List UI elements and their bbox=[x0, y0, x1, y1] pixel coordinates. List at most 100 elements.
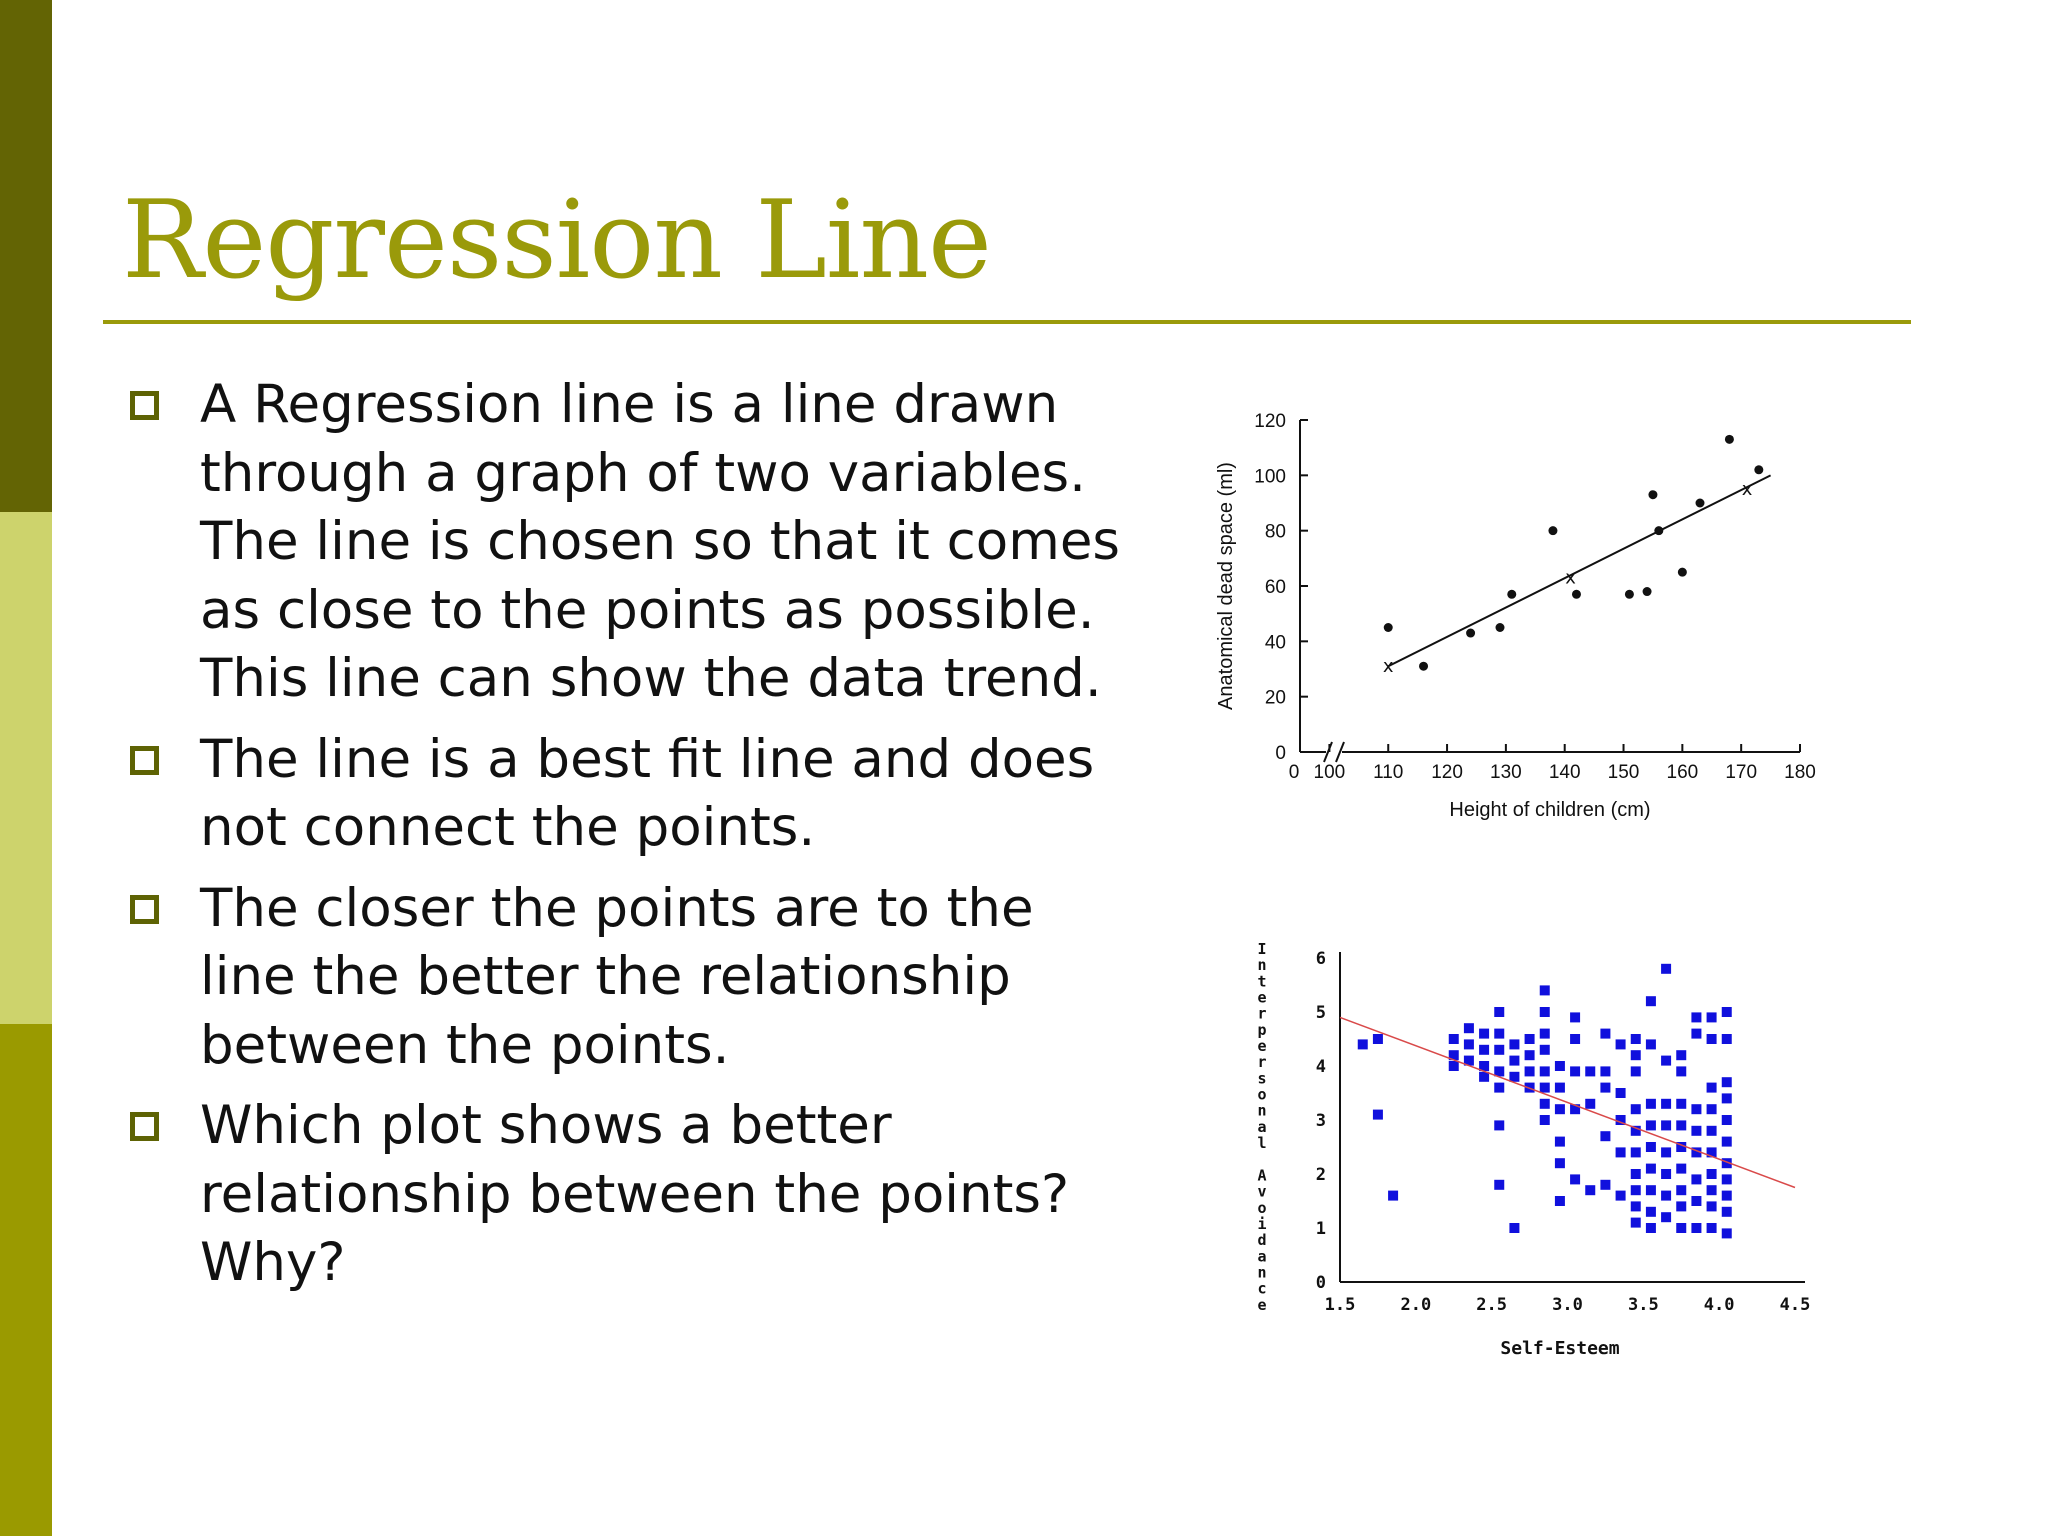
y-axis-label-char: e bbox=[1257, 1296, 1266, 1314]
data-point bbox=[1721, 1190, 1732, 1201]
data-point bbox=[1676, 1098, 1687, 1109]
data-point bbox=[1494, 1179, 1505, 1190]
x-tick-label: 140 bbox=[1549, 762, 1581, 783]
data-point bbox=[1524, 1034, 1535, 1044]
x-tick-label: 100 bbox=[1314, 762, 1346, 783]
data-point bbox=[1507, 589, 1517, 599]
y-axis-label-char: r bbox=[1257, 1005, 1266, 1023]
data-point bbox=[1721, 1077, 1732, 1088]
data-point bbox=[1630, 1104, 1641, 1115]
data-point bbox=[1630, 1185, 1641, 1196]
data-point bbox=[1554, 1136, 1565, 1147]
data-point bbox=[1509, 1071, 1520, 1082]
data-point bbox=[1706, 1034, 1717, 1044]
data-point bbox=[1661, 1169, 1672, 1179]
square-bullet-icon bbox=[130, 391, 159, 420]
data-point bbox=[1524, 1050, 1535, 1061]
data-point bbox=[1661, 963, 1672, 974]
bullet-item: The closer the points are to the line th… bbox=[130, 875, 1130, 1081]
y-axis-label-char: e bbox=[1257, 989, 1266, 1007]
data-point bbox=[1706, 1185, 1717, 1196]
data-point bbox=[1645, 1120, 1656, 1131]
data-point bbox=[1554, 1082, 1565, 1093]
bullet-text: A Regression line is a line drawn throug… bbox=[200, 374, 1121, 709]
square-bullet-icon bbox=[130, 1112, 159, 1141]
data-point bbox=[1494, 1007, 1505, 1017]
data-point bbox=[1645, 1185, 1656, 1196]
data-point bbox=[1645, 1163, 1656, 1174]
data-point bbox=[1661, 1055, 1672, 1066]
y-axis-label-char: n bbox=[1257, 956, 1266, 974]
data-point bbox=[1630, 1147, 1641, 1158]
data-point bbox=[1721, 1093, 1732, 1104]
data-point bbox=[1706, 1125, 1717, 1136]
data-point bbox=[1539, 1066, 1550, 1077]
data-point bbox=[1691, 1012, 1702, 1023]
y-tick-label: 2 bbox=[1316, 1165, 1326, 1185]
bullet-text: The line is a best fit line and does not… bbox=[200, 728, 1095, 859]
y-axis-label-char: l bbox=[1257, 1134, 1266, 1152]
bullet-text: The closer the points are to the line th… bbox=[200, 877, 1034, 1076]
data-point bbox=[1600, 1179, 1611, 1190]
x-tick-label: 4.0 bbox=[1704, 1295, 1735, 1315]
data-point bbox=[1615, 1039, 1626, 1050]
data-point bbox=[1676, 1185, 1687, 1196]
data-point bbox=[1509, 1055, 1520, 1066]
data-point bbox=[1539, 985, 1550, 996]
data-point bbox=[1448, 1034, 1459, 1044]
x-axis-label: Self-Esteem bbox=[1500, 1338, 1619, 1359]
slide-title: Regression Line bbox=[122, 178, 992, 303]
data-point bbox=[1615, 1115, 1626, 1125]
y-axis-label-char: t bbox=[1257, 972, 1266, 990]
y-axis-label-char: n bbox=[1257, 1263, 1266, 1281]
y-tick-label: 120 bbox=[1254, 411, 1286, 432]
x-tick-label: 110 bbox=[1373, 762, 1403, 783]
y-axis-label: Anatomical dead space (ml) bbox=[1215, 462, 1237, 710]
y-tick-label: 6 bbox=[1316, 949, 1326, 969]
data-point bbox=[1645, 996, 1656, 1007]
x-axis-label: Height of children (cm) bbox=[1449, 799, 1650, 821]
data-point bbox=[1676, 1050, 1687, 1061]
data-point bbox=[1721, 1228, 1732, 1239]
data-point bbox=[1630, 1066, 1641, 1077]
data-point bbox=[1691, 1223, 1702, 1233]
data-point bbox=[1754, 465, 1764, 475]
data-point bbox=[1585, 1098, 1596, 1109]
data-point bbox=[1691, 1196, 1702, 1206]
y-tick-label: 20 bbox=[1265, 688, 1286, 709]
data-point bbox=[1706, 1104, 1717, 1115]
data-point bbox=[1691, 1125, 1702, 1136]
title-underline bbox=[103, 320, 1911, 324]
data-point bbox=[1479, 1071, 1490, 1082]
data-point bbox=[1691, 1104, 1702, 1115]
data-point bbox=[1494, 1044, 1505, 1055]
y-axis-label-char: e bbox=[1257, 1037, 1266, 1055]
dead-space-scatter-plot: 0 100 110 120 130 140 150 160 170 180 0 20 40 60 80 100… bbox=[1215, 411, 1816, 821]
x-tick-label: 4.5 bbox=[1780, 1295, 1811, 1315]
line-marker-x: x bbox=[1383, 656, 1394, 677]
data-point bbox=[1463, 1023, 1474, 1034]
x-tick-label: 3.0 bbox=[1552, 1295, 1583, 1315]
data-point bbox=[1585, 1066, 1596, 1077]
data-point bbox=[1509, 1223, 1520, 1233]
self-esteem-scatter-plot: 1.5 2.0 2.5 3.0 3.5 4.0 4.5 0 1 2 3 4 5 6 Self-Esteem I… bbox=[1257, 940, 1811, 1359]
y-tick-label: 100 bbox=[1254, 466, 1286, 487]
x-tick-label: 2.5 bbox=[1476, 1295, 1507, 1315]
data-point bbox=[1630, 1169, 1641, 1179]
data-point bbox=[1661, 1120, 1672, 1131]
data-point bbox=[1585, 1185, 1596, 1196]
y-axis-label-char: A bbox=[1257, 1166, 1266, 1184]
data-point bbox=[1661, 1098, 1672, 1109]
data-point bbox=[1721, 1174, 1732, 1185]
x-tick-label: 130 bbox=[1490, 762, 1522, 783]
bullet-list: A Regression line is a line drawn throug… bbox=[130, 371, 1130, 1298]
data-point bbox=[1661, 1190, 1672, 1201]
y-axis-label-char: a bbox=[1257, 1118, 1266, 1136]
data-point bbox=[1466, 628, 1476, 638]
data-point bbox=[1494, 1028, 1505, 1039]
data-point bbox=[1721, 1034, 1732, 1044]
data-point bbox=[1571, 589, 1581, 599]
data-point bbox=[1721, 1206, 1732, 1217]
data-point bbox=[1630, 1034, 1641, 1044]
data-point bbox=[1676, 1201, 1687, 1212]
